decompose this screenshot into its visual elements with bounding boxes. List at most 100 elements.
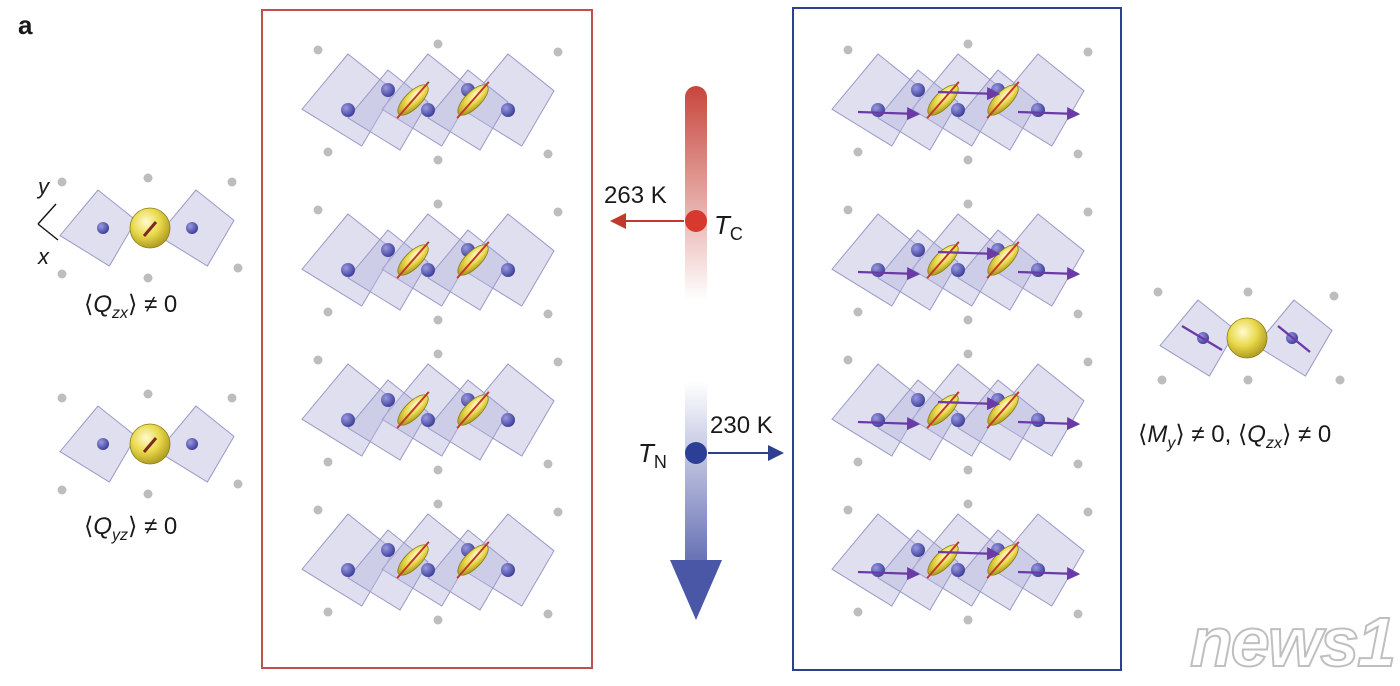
metal-atom bbox=[381, 393, 395, 407]
spin-arrow bbox=[857, 567, 921, 581]
oxygen-atom bbox=[843, 45, 853, 55]
octahedron bbox=[911, 513, 1005, 607]
orbital-axis bbox=[926, 241, 960, 279]
orbital-axis bbox=[986, 541, 1020, 579]
orbital-axis bbox=[142, 221, 158, 237]
orbital-axis bbox=[926, 391, 960, 429]
oxygen-atom bbox=[433, 315, 443, 325]
oxygen-atom bbox=[233, 479, 243, 489]
metal-atom bbox=[951, 563, 965, 577]
octahedron bbox=[911, 363, 1005, 457]
oxygen-atom bbox=[143, 273, 153, 283]
orbital-axis bbox=[986, 241, 1020, 279]
tc-marker bbox=[685, 210, 707, 232]
oxygen-atom bbox=[313, 45, 323, 55]
oxygen-atom bbox=[543, 459, 553, 469]
oxygen-atom bbox=[543, 149, 553, 159]
oxygen-atom bbox=[323, 607, 333, 617]
oxygen-atom bbox=[543, 309, 553, 319]
oxygen-atom bbox=[313, 205, 323, 215]
oxygen-atom bbox=[143, 173, 153, 183]
spin-arrow bbox=[937, 87, 1001, 101]
metal-atom bbox=[911, 83, 925, 97]
oxygen-atom bbox=[963, 465, 973, 475]
octahedron bbox=[831, 363, 925, 457]
orbital-axis bbox=[142, 437, 158, 453]
formula-qyz: ⟨Qyz⟩ ≠ 0 bbox=[84, 513, 178, 544]
orbital-axis bbox=[396, 541, 430, 579]
oxygen-atom bbox=[433, 349, 443, 359]
oxygen-atom bbox=[433, 465, 443, 475]
metal-atom bbox=[911, 243, 925, 257]
temperature-bar bbox=[685, 86, 707, 596]
metal-atom bbox=[381, 543, 395, 557]
spin-arrow bbox=[1017, 267, 1081, 281]
metal-atom bbox=[97, 222, 109, 234]
metal-atom bbox=[951, 103, 965, 117]
orbital-axis bbox=[926, 541, 960, 579]
metal-atom bbox=[1031, 263, 1045, 277]
metal-atom bbox=[951, 263, 965, 277]
metal-atom bbox=[911, 543, 925, 557]
octahedron bbox=[911, 53, 1005, 147]
octahedron bbox=[381, 53, 475, 147]
oxygen-atom bbox=[323, 457, 333, 467]
formula-qzx: ⟨Qzx⟩ ≠ 0 bbox=[84, 291, 178, 322]
oxygen-atom bbox=[843, 505, 853, 515]
orbital-axis bbox=[396, 81, 430, 119]
tn-symbol: TN bbox=[638, 438, 667, 473]
orbital-axis bbox=[986, 391, 1020, 429]
tc-temperature: 263 K bbox=[604, 182, 667, 209]
oxygen-atom bbox=[433, 199, 443, 209]
metal-atom bbox=[421, 563, 435, 577]
oxygen-atom bbox=[227, 177, 237, 187]
metal-atom bbox=[911, 393, 925, 407]
oxygen-atom bbox=[843, 355, 853, 365]
metal-atom bbox=[871, 263, 885, 277]
y-axis-label: y bbox=[38, 174, 49, 199]
metal-atom bbox=[186, 438, 198, 450]
news1-watermark: news1 bbox=[1189, 602, 1397, 682]
oxygen-atom bbox=[323, 307, 333, 317]
oxygen-atom bbox=[233, 263, 243, 273]
octahedron bbox=[301, 513, 395, 607]
oxygen-atom bbox=[1073, 309, 1083, 319]
oxygen-atom bbox=[433, 615, 443, 625]
spin-arrow bbox=[1181, 324, 1223, 352]
oxygen-atom bbox=[1073, 459, 1083, 469]
octahedron bbox=[911, 213, 1005, 307]
orbital-axis bbox=[456, 241, 490, 279]
octahedron bbox=[381, 363, 475, 457]
metal-atom bbox=[421, 103, 435, 117]
spin-arrow bbox=[857, 107, 921, 121]
octahedron bbox=[831, 513, 925, 607]
oxygen-atom bbox=[553, 507, 563, 517]
orbital-axis bbox=[456, 391, 490, 429]
octahedron bbox=[831, 53, 925, 147]
orbital-axis bbox=[396, 391, 430, 429]
metal-atom bbox=[421, 263, 435, 277]
spin-arrow bbox=[937, 547, 1001, 561]
oxygen-atom bbox=[963, 615, 973, 625]
oxygen-atom bbox=[1335, 375, 1345, 385]
octahedron bbox=[381, 513, 475, 607]
orbital-axis bbox=[986, 81, 1020, 119]
tn-temperature: 230 K bbox=[710, 412, 773, 439]
oxygen-atom bbox=[1083, 47, 1093, 57]
oxygen-atom bbox=[553, 207, 563, 217]
oxygen-atom bbox=[963, 499, 973, 509]
spin-arrow bbox=[1017, 567, 1081, 581]
metal-atom bbox=[871, 103, 885, 117]
oxygen-atom bbox=[963, 315, 973, 325]
tc-symbol: TC bbox=[714, 210, 743, 245]
oxygen-atom bbox=[57, 485, 67, 495]
oxygen-atom bbox=[433, 39, 443, 49]
oxygen-atom bbox=[1083, 357, 1093, 367]
oxygen-atom bbox=[433, 155, 443, 165]
oxygen-atom bbox=[1073, 609, 1083, 619]
metal-atom bbox=[871, 413, 885, 427]
oxygen-atom bbox=[853, 307, 863, 317]
metal-atom bbox=[186, 222, 198, 234]
oxygen-atom bbox=[543, 609, 553, 619]
oxygen-atom bbox=[553, 47, 563, 57]
